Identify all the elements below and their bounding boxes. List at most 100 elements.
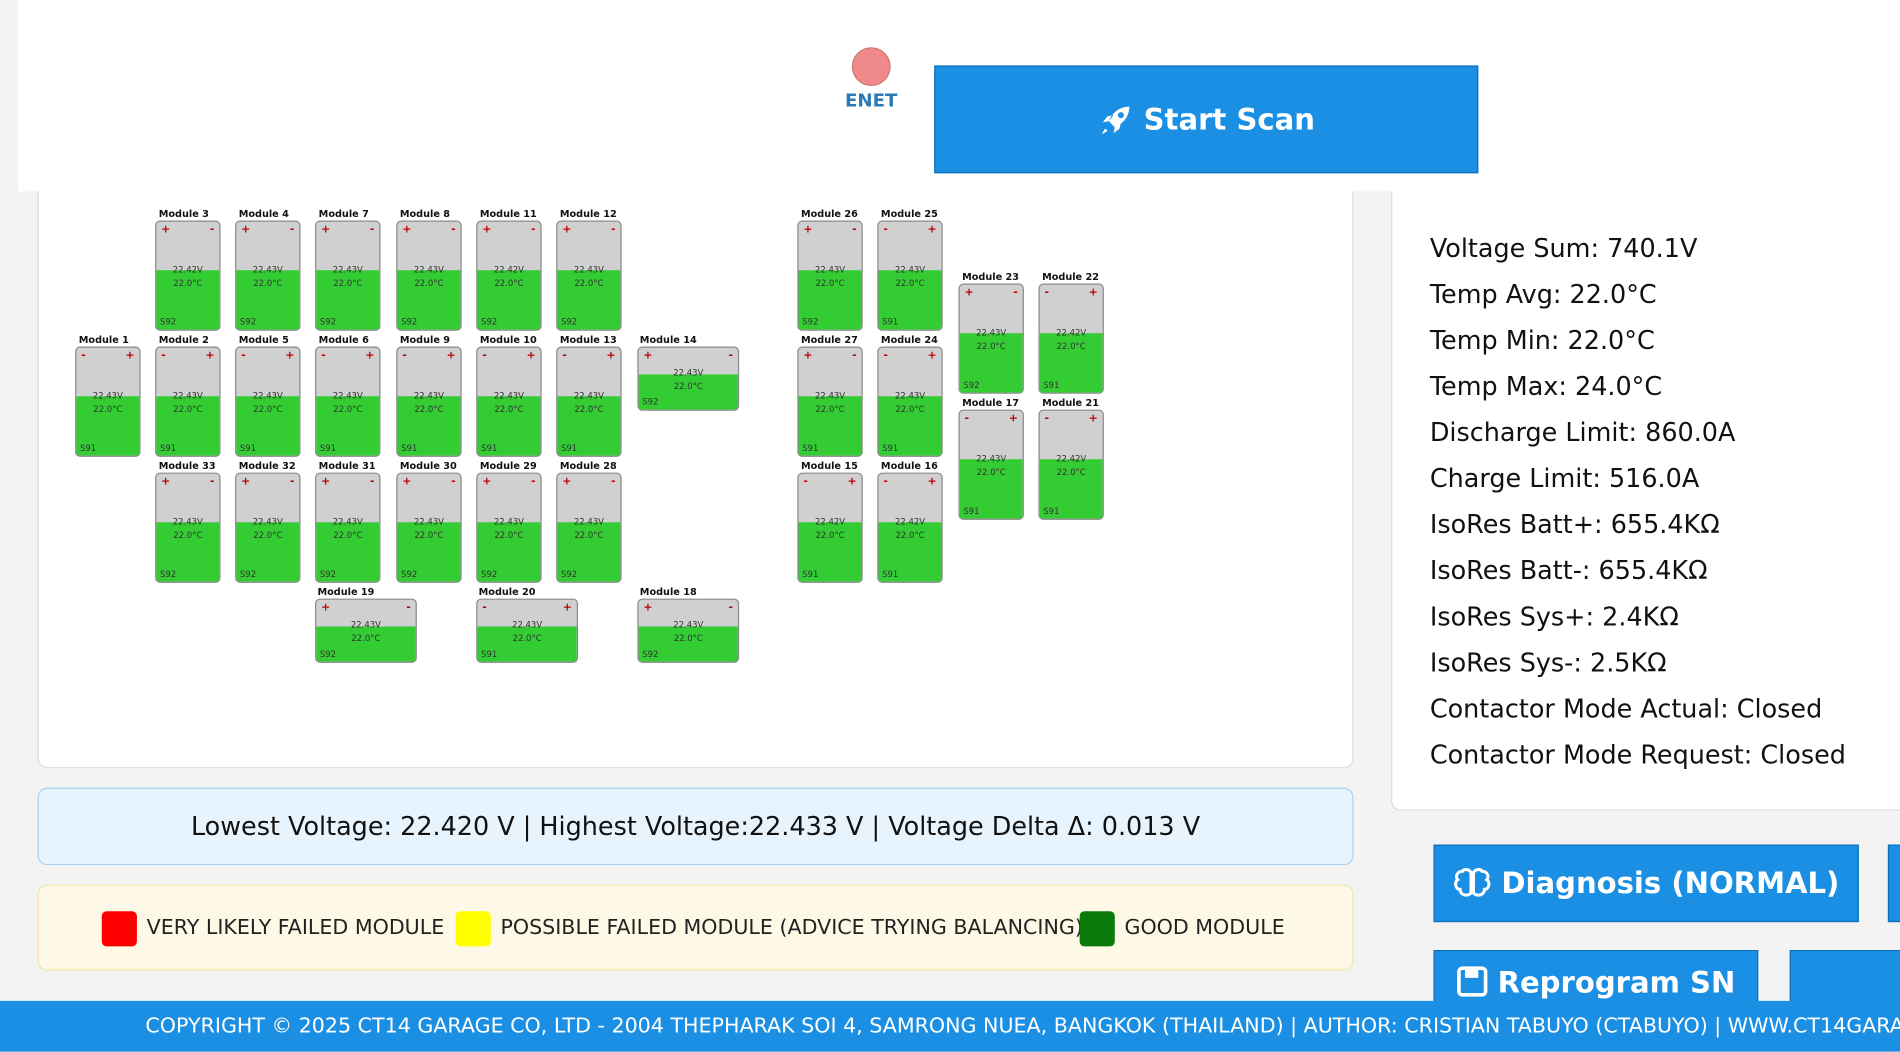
module-serial: S91 — [882, 443, 899, 454]
module-voltage: 22.43V — [332, 265, 363, 276]
terminal: + — [402, 476, 412, 489]
module: Module 33 + - 22.43V 22.0°C S92 — [155, 460, 221, 583]
module-box: + - 22.43V 22.0°C S92 — [235, 220, 301, 331]
module-fill — [236, 396, 300, 456]
module-label: Module 33 — [158, 460, 216, 472]
stat-line: Charge Limit: 516.0A — [1429, 464, 1700, 494]
module: Module 27 + - 22.43V 22.0°C S91 — [797, 334, 863, 457]
module-fill — [477, 270, 541, 330]
header: ENET Start Scan — [18, 0, 1900, 192]
module-box: + - 22.43V 22.0°C S92 — [396, 472, 462, 583]
diagnosis-text: Diagnosis (NORMAL) — [1501, 866, 1840, 901]
module-label: Module 18 — [639, 586, 697, 598]
module-temp: 22.0°C — [333, 530, 363, 541]
start-scan-button[interactable]: Start Scan — [934, 65, 1479, 174]
terminal: - — [883, 350, 888, 363]
module-voltage: 22.43V — [332, 391, 363, 402]
stat-line: Temp Min: 22.0°C — [1429, 325, 1655, 356]
module-serial: S91 — [963, 506, 980, 517]
module-temp: 22.0°C — [574, 404, 604, 415]
module-serial: S91 — [882, 317, 899, 328]
module-fill — [638, 374, 738, 410]
module-fill — [557, 396, 621, 456]
terminal: - — [803, 476, 808, 489]
module-voltage: 22.43V — [493, 517, 524, 528]
module-temp: 22.0°C — [494, 404, 524, 415]
module-temp: 22.0°C — [673, 633, 703, 644]
module-temp: 22.0°C — [574, 530, 604, 541]
module: Module 15 - +22.42V 22.0°C S91 — [797, 460, 863, 583]
module-serial: S91 — [802, 569, 819, 580]
save-icon — [1456, 966, 1488, 997]
terminal: + — [1088, 287, 1098, 300]
module-label: Module 29 — [479, 460, 537, 472]
module-temp: 22.0°C — [333, 404, 363, 415]
module-serial: S91 — [481, 649, 498, 660]
terminal: - — [451, 224, 456, 237]
module-label: Module 19 — [317, 586, 375, 598]
module-serial: S92 — [319, 649, 337, 660]
module: Module 6 - +22.43V 22.0°C S91 — [315, 334, 381, 457]
voltage-summary: Lowest Voltage: 22.420 V | Highest Volta… — [37, 787, 1354, 866]
module: Module 25 - +22.43V 22.0°C S91 — [877, 208, 943, 331]
module-voltage: 22.42V — [1056, 454, 1087, 465]
module-voltage: 22.43V — [252, 391, 283, 402]
module-label: Module 25 — [880, 208, 938, 220]
cut-off-button[interactable] — [1887, 844, 1900, 923]
module-temp: 22.0°C — [351, 633, 381, 644]
module-temp: 22.0°C — [1056, 467, 1086, 478]
module-fill — [316, 626, 416, 662]
terminal: + — [482, 224, 492, 237]
module-fill — [798, 270, 862, 330]
module-fill — [878, 270, 942, 330]
module-serial: S92 — [159, 569, 177, 580]
terminal: + — [241, 224, 251, 237]
module-box: - +22.43V 22.0°C S91 — [877, 346, 943, 457]
module-temp: 22.0°C — [494, 278, 524, 289]
diagnosis-button[interactable]: Diagnosis (NORMAL) — [1433, 844, 1859, 923]
module-serial: S92 — [642, 649, 659, 660]
module-box: - +22.43V 22.0°C S91 — [476, 598, 578, 663]
module-box: + - 22.43V 22.0°C S92 — [958, 283, 1024, 394]
terminal: + — [1088, 413, 1098, 426]
module-label: Module 13 — [559, 334, 617, 346]
module-box: + - 22.43V 22.0°C S92 — [396, 220, 462, 331]
module-voltage: 22.43V — [172, 517, 203, 528]
stat-line: Discharge Limit: 860.0A — [1429, 418, 1736, 448]
module-temp: 22.0°C — [815, 278, 845, 289]
module-box: - +22.42V 22.0°C S91 — [797, 472, 863, 583]
module-serial: S92 — [239, 569, 257, 580]
module-fill — [316, 522, 380, 582]
module-box: + - 22.43V 22.0°C S92 — [315, 220, 381, 331]
module: Module 10 - +22.43V 22.0°C S91 — [476, 334, 542, 457]
terminal: + — [402, 224, 412, 237]
terminal: - — [209, 476, 215, 489]
module-box: + - 22.43V 22.0°C S92 — [637, 346, 740, 411]
module-temp: 22.0°C — [815, 530, 845, 541]
terminal: - — [81, 350, 86, 363]
module-temp: 22.0°C — [976, 341, 1006, 352]
module: Module 19 + - 22.43V 22.0°C S92 — [315, 586, 417, 663]
module-voltage: 22.43V — [493, 391, 524, 402]
terminal: + — [562, 224, 572, 237]
module-label: Module 4 — [238, 208, 289, 220]
terminal: + — [321, 224, 331, 237]
module-temp: 22.0°C — [253, 530, 283, 541]
terminal: + — [1008, 413, 1018, 426]
terminal: - — [852, 350, 857, 363]
stat-line: IsoRes Sys+: 2.4KΩ — [1429, 602, 1679, 632]
module-box: + - 22.43V 22.0°C S92 — [315, 598, 417, 663]
module-label: Module 2 — [158, 334, 209, 346]
module-label: Module 3 — [158, 208, 209, 220]
module: Module 31 + - 22.43V 22.0°C S92 — [315, 460, 381, 583]
terminal: + — [562, 602, 572, 615]
terminal: + — [803, 224, 813, 237]
module-label: Module 12 — [559, 208, 617, 220]
terminal: - — [451, 476, 456, 489]
module: Module 5 - +22.43V 22.0°C S91 — [235, 334, 301, 457]
module: Module 23 + - 22.43V 22.0°C S92 — [958, 271, 1024, 394]
status-indicator — [851, 47, 891, 87]
module-fill — [236, 522, 300, 582]
terminal: - — [209, 224, 215, 237]
module-serial: S92 — [319, 569, 337, 580]
